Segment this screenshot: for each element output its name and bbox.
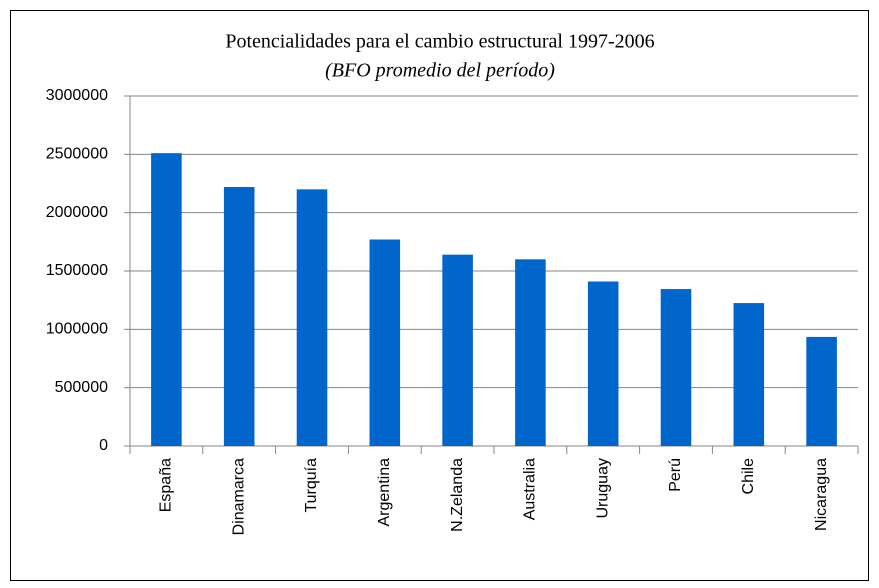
bar xyxy=(151,153,182,446)
y-tick-label: 500000 xyxy=(55,379,108,396)
x-tick-label: N.Zelanda xyxy=(449,458,466,532)
x-tick-label: Chile xyxy=(740,458,757,495)
x-tick-label: Turquía xyxy=(303,458,320,513)
bar xyxy=(296,189,328,447)
x-tick-label: Uruguay xyxy=(594,458,611,518)
x-tick-label: Nicaragua xyxy=(813,458,830,531)
y-tick-label: 2000000 xyxy=(46,204,108,221)
chart-subtitle: (BFO promedio del período) xyxy=(325,60,555,82)
y-tick-label: 1500000 xyxy=(46,262,108,279)
y-tick-label: 1000000 xyxy=(46,321,108,338)
bar xyxy=(223,187,255,446)
x-tick-label: Perú xyxy=(667,458,684,492)
x-tick-label: España xyxy=(158,458,175,512)
x-tick-label: Australia xyxy=(522,458,539,520)
bar xyxy=(515,259,546,446)
y-tick-label: 0 xyxy=(99,437,108,454)
bar xyxy=(442,254,473,446)
chart-title: Potencialidades para el cambio estructur… xyxy=(225,31,654,53)
y-tick-label: 3000000 xyxy=(46,87,108,104)
bar xyxy=(369,239,401,446)
bar xyxy=(733,303,765,446)
bar xyxy=(660,289,692,446)
x-tick-label: Argentina xyxy=(376,458,393,527)
bar xyxy=(587,281,619,446)
bar xyxy=(806,336,837,446)
y-tick-label: 2500000 xyxy=(46,146,108,163)
x-tick-label: Dinamarca xyxy=(230,458,247,535)
